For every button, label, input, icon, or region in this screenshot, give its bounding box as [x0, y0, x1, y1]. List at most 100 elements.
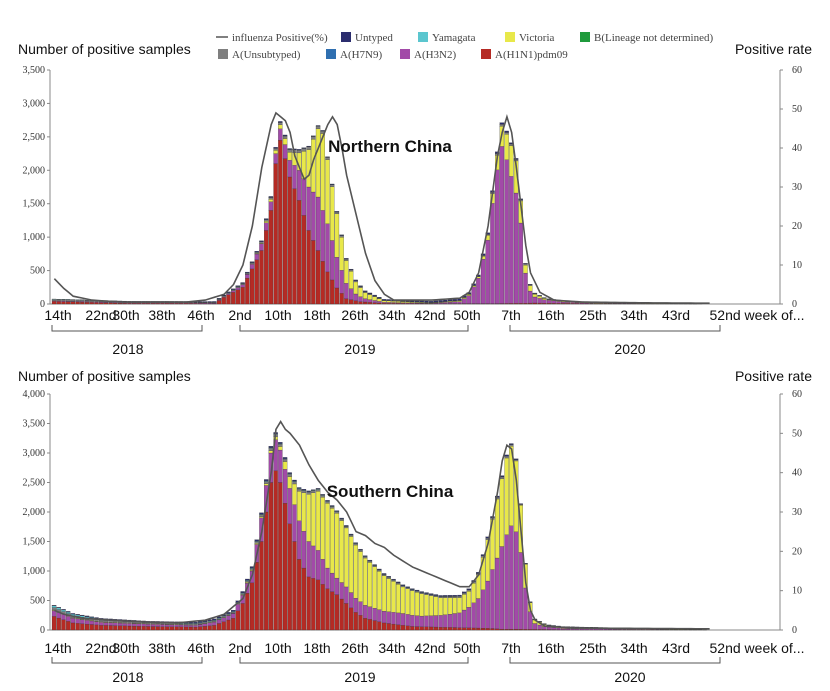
bar-aunsubtyped [419, 592, 424, 594]
bar-aunsubtyped [268, 448, 274, 451]
bar-ah3n2 [476, 598, 481, 629]
y-tick-label: 500 [30, 266, 45, 277]
bar-untyped [330, 505, 335, 507]
bar-aunsubtyped [56, 299, 61, 301]
y-tick-label: 500 [30, 596, 45, 607]
bar-ah1n1pdm09 [485, 628, 490, 631]
bar-ah3n2 [99, 622, 104, 626]
bar-victoria [297, 491, 302, 521]
y-tick-label: 2,500 [23, 478, 46, 489]
bar-untyped [400, 584, 406, 586]
x-tick-label: 18th [303, 307, 330, 323]
legend: influenza Positive(%) Untyped Yamagata Vict… [216, 32, 713, 61]
bar-victoria [410, 301, 415, 303]
bar-aunsubtyped [254, 541, 259, 544]
year-label: 2020 [614, 341, 645, 357]
bar-ah3n2 [306, 186, 311, 231]
legend-label: Untyped [355, 32, 393, 44]
bar-aunsubtyped [358, 550, 363, 552]
bar-untyped [325, 500, 330, 502]
bar-ah3n2 [358, 296, 363, 302]
y-tick-label: 0 [40, 299, 45, 310]
x-tick-label: 22nd [85, 307, 116, 323]
bar-untyped [278, 121, 283, 123]
y2-tick-label: 50 [792, 104, 802, 115]
bar-ah3n2 [480, 259, 486, 304]
bar-ah3n2 [546, 626, 552, 630]
bar-untyped [414, 589, 420, 592]
bar-ah3n2 [466, 295, 472, 304]
bar-untyped [358, 285, 363, 287]
bar-ah1n1pdm09 [108, 302, 113, 305]
bar-untyped [344, 525, 349, 527]
bar-victoria [438, 597, 443, 616]
bar-untyped [367, 292, 373, 294]
bar-ah1n1pdm09 [367, 619, 373, 631]
bar-ah1n1pdm09 [160, 626, 165, 631]
bar-ah1n1pdm09 [278, 482, 283, 631]
bar-victoria [391, 581, 396, 613]
x-tick-label: 7th [501, 640, 520, 656]
bar-ah3n2 [424, 615, 429, 627]
bar-ah3n2 [381, 302, 387, 304]
bar-ah1n1pdm09 [136, 626, 142, 631]
bar-ah3n2 [485, 580, 490, 629]
y-tick-label: 3,000 [23, 98, 46, 109]
bar-ah3n2 [372, 300, 377, 303]
bar-victoria [414, 592, 420, 616]
bar-untyped [372, 564, 377, 566]
bar-ah3n2 [485, 239, 490, 304]
legend-swatch [341, 32, 351, 42]
bar-untyped [363, 555, 368, 557]
bar-ah3n2 [598, 628, 604, 630]
bar-ah3n2 [193, 625, 198, 628]
bar-untyped [320, 494, 325, 496]
bar-ah1n1pdm09 [259, 541, 264, 631]
bar-ah3n2 [537, 298, 542, 304]
bar-aunsubtyped [438, 596, 443, 598]
bar-ah1n1pdm09 [396, 624, 401, 631]
x-tick-label: 42nd [414, 307, 445, 323]
bar-ah1n1pdm09 [330, 279, 335, 305]
x-tick-label: 16th [537, 640, 564, 656]
bar-victoria [381, 575, 387, 612]
bar-aunsubtyped [396, 582, 401, 585]
bar-ah3n2 [452, 613, 457, 628]
bar-ah1n1pdm09 [433, 626, 439, 631]
x-tick-label: 25th [579, 307, 606, 323]
bar-ah1n1pdm09 [462, 627, 467, 631]
bar-aunsubtyped [405, 587, 410, 589]
bar-ah3n2 [400, 613, 406, 626]
bar-untyped [301, 147, 307, 149]
bar-ah3n2 [490, 569, 495, 629]
bar-ah3n2 [320, 559, 325, 585]
bar-ah1n1pdm09 [89, 302, 94, 305]
legend-label: A(Unsubtyped) [232, 49, 301, 61]
bar-ah3n2 [462, 298, 467, 304]
bar-ah1n1pdm09 [297, 559, 302, 631]
bar-aunsubtyped [466, 589, 472, 592]
bar-victoria [424, 594, 429, 617]
year-bracket [509, 325, 721, 332]
bar-untyped [254, 539, 259, 542]
bar-ah3n2 [179, 624, 184, 628]
bar-ah1n1pdm09 [212, 625, 217, 631]
bar-aunsubtyped [452, 596, 457, 598]
bar-victoria [330, 508, 335, 574]
bar-untyped [462, 591, 467, 594]
bar-aunsubtyped [278, 444, 283, 447]
bar-ah3n2 [174, 624, 179, 627]
bar-untyped [51, 605, 57, 606]
bar-untyped [443, 299, 448, 302]
bar-aunsubtyped [61, 299, 66, 302]
bar-aunsubtyped [301, 490, 307, 493]
bar-ah3n2 [278, 449, 283, 483]
bar-ah3n2 [292, 504, 297, 542]
x-tick-label: 34th [378, 640, 405, 656]
y2-tick-label: 20 [792, 546, 802, 557]
bar-untyped [377, 297, 382, 299]
bar-ah3n2 [325, 223, 330, 273]
bar-victoria [287, 152, 292, 161]
bar-ah3n2 [532, 296, 538, 304]
bar-ah3n2 [348, 592, 354, 608]
